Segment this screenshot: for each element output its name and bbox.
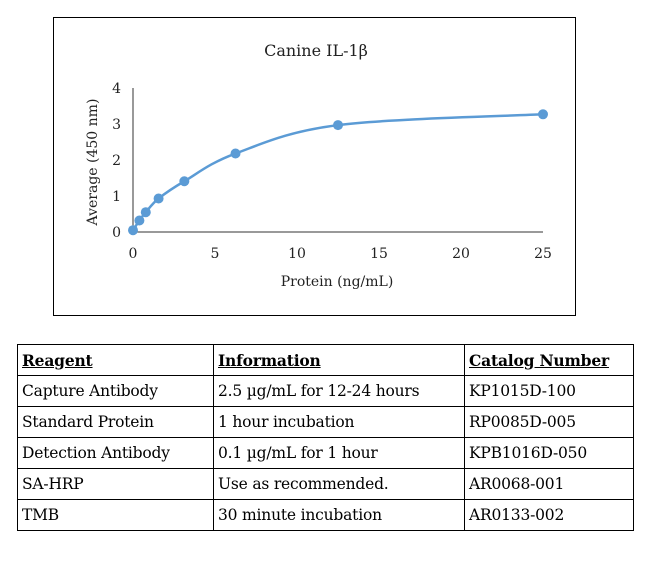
y-tick-label: 0 — [112, 225, 121, 241]
table-row: Standard Protein 1 hour incubation RP008… — [17, 406, 634, 438]
x-axis-label: Protein (ng/mL) — [281, 274, 394, 290]
cell-information: 30 minute incubation — [213, 499, 465, 531]
cell-reagent: SA-HRP — [17, 468, 214, 500]
cell-information: Use as recommended. — [213, 468, 465, 500]
data-point — [134, 215, 145, 226]
table-row: Capture Antibody 2.5 µg/mL for 12-24 hou… — [17, 375, 634, 407]
cell-catalog-number: KP1015D-100 — [464, 375, 634, 407]
y-tick-label: 1 — [112, 189, 121, 205]
x-tick-label: 20 — [452, 246, 470, 262]
data-point — [140, 207, 151, 218]
data-point — [538, 109, 548, 120]
cell-catalog-number: KPB1016D-050 — [464, 437, 634, 469]
header-information: Information — [213, 344, 465, 376]
y-axis-label: Average (450 nm) — [85, 99, 101, 227]
table-header-row: Reagent Information Catalog Number — [17, 344, 634, 376]
table-row: TMB 30 minute incubation AR0133-002 — [17, 499, 634, 531]
cell-information: 0.1 µg/mL for 1 hour — [213, 437, 465, 469]
y-tick-label: 3 — [112, 117, 121, 133]
cell-information: 2.5 µg/mL for 12-24 hours — [213, 375, 465, 407]
cell-catalog-number: RP0085D-005 — [464, 406, 634, 438]
x-tick-label: 10 — [288, 246, 306, 262]
reagent-table: Reagent Information Catalog Number Captu… — [17, 344, 634, 531]
data-point — [153, 193, 164, 204]
cell-reagent: TMB — [17, 499, 214, 531]
data-point — [128, 225, 138, 236]
cell-reagent: Capture Antibody — [17, 375, 214, 407]
data-point — [333, 120, 343, 131]
series-line — [131, 113, 544, 231]
data-point — [230, 148, 241, 159]
table-row: Detection Antibody 0.1 µg/mL for 1 hour … — [17, 437, 634, 469]
cell-reagent: Detection Antibody — [17, 437, 214, 469]
data-point — [179, 176, 190, 187]
x-tick-label: 25 — [534, 246, 552, 262]
y-tick-label: 4 — [112, 81, 121, 97]
table-row: SA-HRP Use as recommended. AR0068-001 — [17, 468, 634, 500]
cell-catalog-number: AR0068-001 — [464, 468, 634, 500]
header-reagent: Reagent — [17, 344, 214, 376]
cell-reagent: Standard Protein — [17, 406, 214, 438]
cell-information: 1 hour incubation — [213, 406, 465, 438]
chart-title: Canine IL-1β — [264, 41, 368, 60]
chart-frame: Canine IL-1β Average (450 nm) Protein (n… — [53, 17, 576, 316]
x-tick-label: 5 — [211, 246, 220, 262]
cell-catalog-number: AR0133-002 — [464, 499, 634, 531]
standard-curve-chart: Canine IL-1β Average (450 nm) Protein (n… — [85, 41, 552, 290]
header-catalog-number: Catalog Number — [464, 344, 634, 376]
y-tick-label: 2 — [112, 153, 121, 169]
x-tick-label: 0 — [129, 246, 138, 262]
x-tick-label: 15 — [370, 246, 388, 262]
